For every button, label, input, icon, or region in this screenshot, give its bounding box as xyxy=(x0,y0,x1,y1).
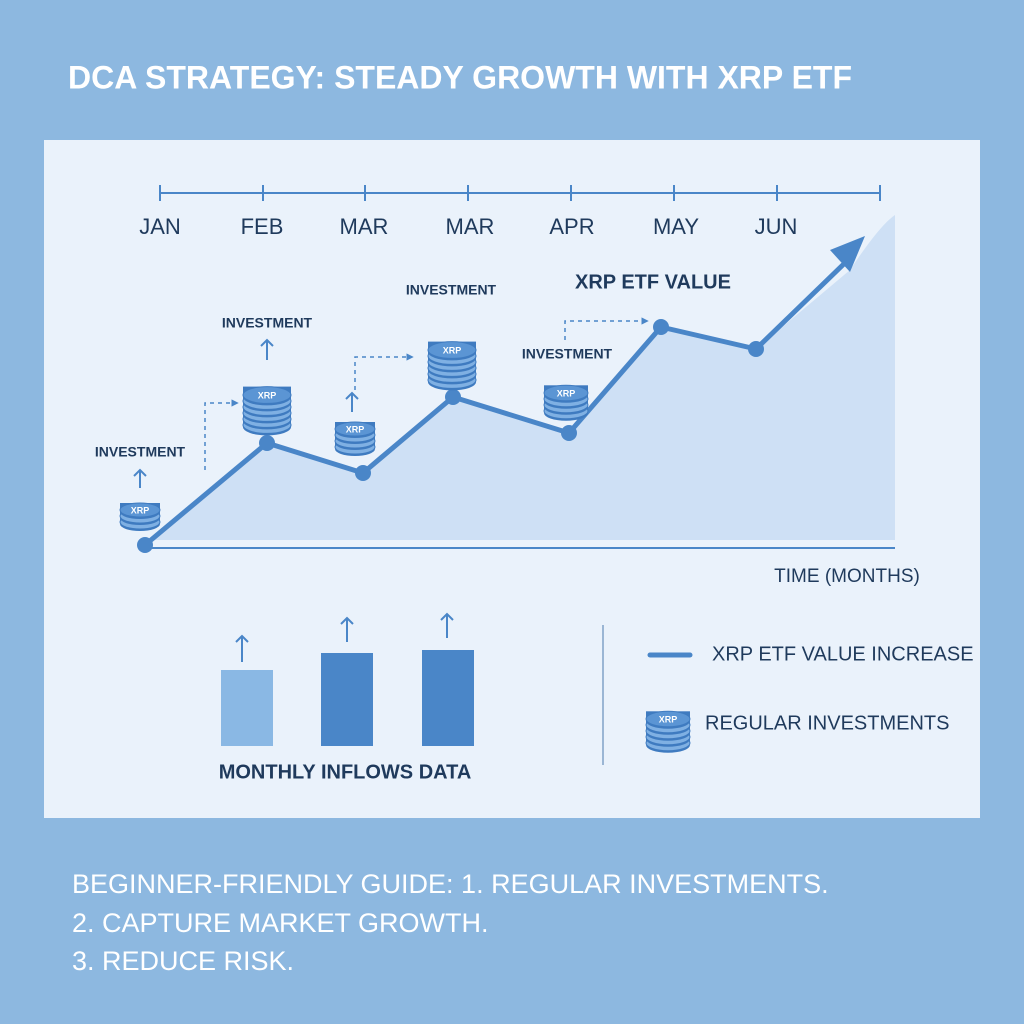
month-label: APR xyxy=(549,214,594,239)
axis-label: TIME (MONTHS) xyxy=(774,566,920,587)
coin xyxy=(119,502,161,518)
coin-label: XRP xyxy=(258,390,277,400)
coin-stack: XRP xyxy=(119,502,161,531)
dashed-arrows xyxy=(204,317,649,470)
coin-label: XRP xyxy=(443,345,462,355)
coin xyxy=(645,710,691,728)
time-axis xyxy=(159,185,881,201)
coin-stacks: XRP XRP XRP XRP XRP XRP xyxy=(119,341,691,753)
footer-line: 2. CAPTURE MARKET GROWTH. xyxy=(72,908,489,938)
value-line xyxy=(143,256,852,547)
inflow-bar xyxy=(221,670,273,746)
footer-line: BEGINNER-FRIENDLY GUIDE: 1. REGULAR INVE… xyxy=(72,869,829,899)
month-label: FEB xyxy=(241,214,284,239)
coin xyxy=(427,341,477,359)
coin-stack: XRP xyxy=(543,384,589,421)
coin-label: XRP xyxy=(659,714,678,724)
coin-label: XRP xyxy=(346,424,365,434)
coin-stack: XRP xyxy=(242,386,292,436)
arrow-head xyxy=(830,236,865,272)
coin xyxy=(242,386,292,404)
month-label: MAR xyxy=(446,214,495,239)
coin-stack: XRP xyxy=(334,421,376,456)
area xyxy=(145,215,895,545)
value-label: XRP ETF VALUE xyxy=(575,271,731,293)
month-label: MAR xyxy=(340,214,389,239)
title: DCA STRATEGY: STEADY GROWTH WITH XRP ETF xyxy=(68,59,852,95)
investment-label: INVESTMENT xyxy=(222,315,313,331)
coin xyxy=(334,421,376,437)
footer-line: 3. REDUCE RISK. xyxy=(72,946,294,976)
legend-text: REGULAR INVESTMENTS xyxy=(705,712,949,734)
investment-label: INVESTMENT xyxy=(95,444,186,460)
coin xyxy=(543,384,589,402)
month-label: JAN xyxy=(139,214,181,239)
inflow-bar xyxy=(321,653,373,746)
month-label: JUN xyxy=(755,214,798,239)
inflows-label: MONTHLY INFLOWS DATA xyxy=(219,761,472,783)
coin-label: XRP xyxy=(131,505,150,515)
up-arrows xyxy=(133,338,454,662)
coin-stack: XRP xyxy=(645,710,691,753)
investment-label: INVESTMENT xyxy=(406,282,497,298)
investment-label: INVESTMENT xyxy=(522,346,613,362)
coin-label: XRP xyxy=(557,388,576,398)
coin-stack: XRP xyxy=(427,341,477,391)
points xyxy=(137,319,764,553)
inflow-bar xyxy=(422,650,474,746)
month-label: MAY xyxy=(653,214,699,239)
legend-text: XRP ETF VALUE INCREASE xyxy=(712,643,974,665)
